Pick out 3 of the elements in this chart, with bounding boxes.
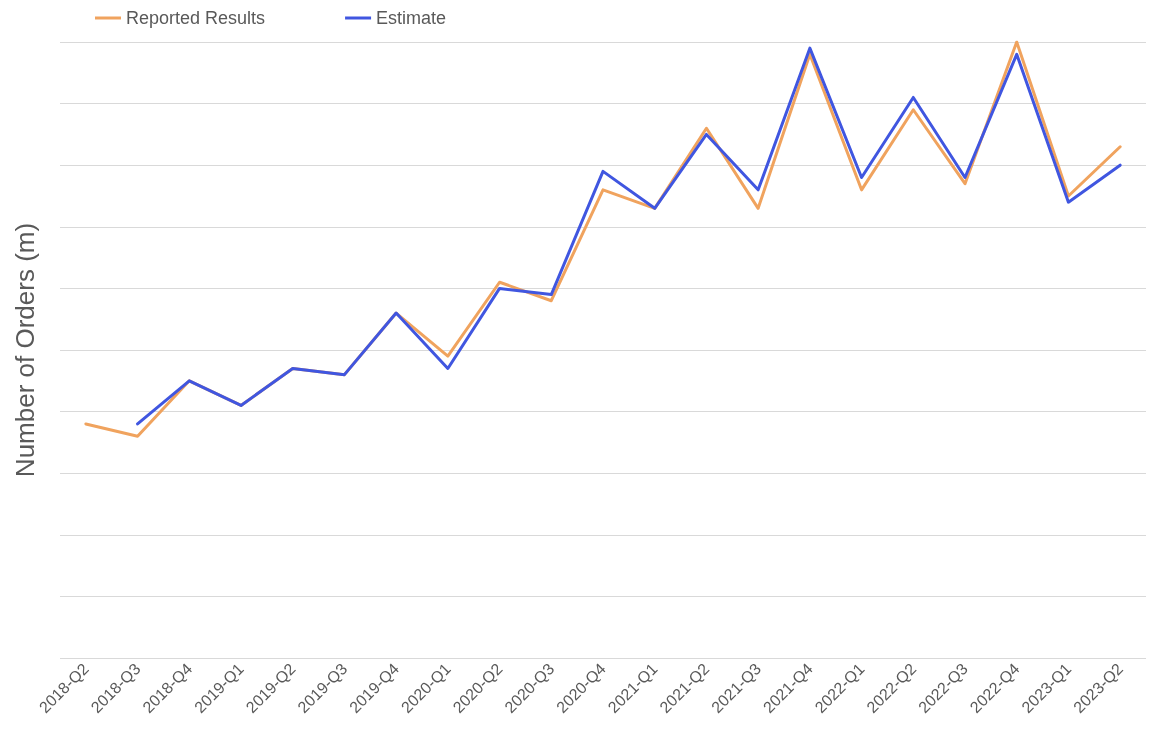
legend-label: Reported Results	[126, 8, 266, 28]
y-axis-title: Number of Orders (m)	[10, 222, 40, 478]
legend-label: Estimate	[376, 8, 447, 28]
